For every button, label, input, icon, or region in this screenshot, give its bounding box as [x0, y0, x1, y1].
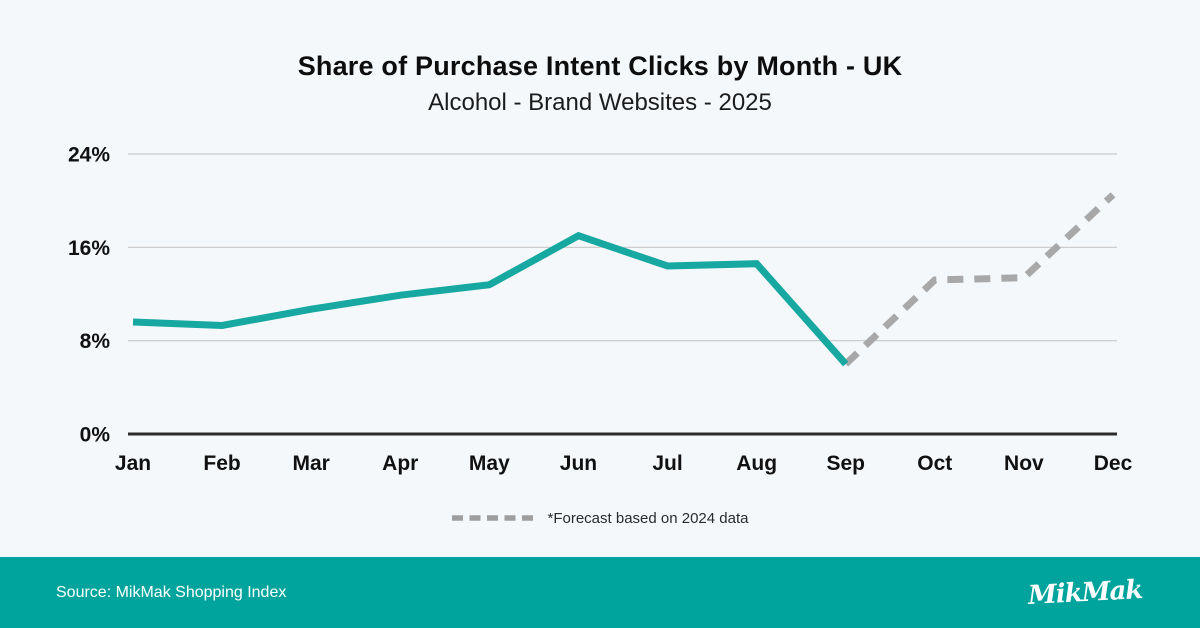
x-tick-label: Oct — [917, 452, 952, 475]
x-tick-label: Sep — [826, 452, 865, 475]
x-tick-label: May — [469, 452, 510, 475]
mikmak-logo: MikMak — [1026, 574, 1143, 611]
forecast-dash-swatch — [451, 515, 534, 521]
x-tick-label: Jan — [115, 452, 151, 475]
x-tick-label: Jul — [652, 452, 682, 475]
y-tick-label: 24% — [68, 144, 110, 167]
footer-bar: Source: MikMak Shopping Index MikMak — [0, 557, 1200, 628]
actual-line-series — [132, 231, 849, 367]
x-tick-label: Nov — [1004, 452, 1044, 475]
y-tick-label: 8% — [80, 330, 111, 353]
y-tick-label: 0% — [80, 424, 111, 447]
x-tick-label: Apr — [382, 452, 418, 475]
page-subtitle: Alcohol - Brand Websites - 2025 — [428, 89, 772, 116]
legend-label: *Forecast based on 2024 data — [547, 509, 749, 527]
x-tick-label: Mar — [293, 452, 330, 475]
x-tick-label: Feb — [203, 452, 240, 475]
forecast-line-series — [843, 192, 1116, 367]
y-tick-label: 16% — [68, 237, 110, 260]
x-tick-label: Jun — [560, 452, 597, 475]
chart-legend: *Forecast based on 2024 data — [0, 505, 1200, 531]
x-tick-label: Dec — [1094, 452, 1133, 475]
source-text: Source: MikMak Shopping Index — [56, 583, 287, 601]
x-tick-label: Aug — [736, 452, 777, 475]
page-title: Share of Purchase Intent Clicks by Month… — [297, 51, 903, 81]
